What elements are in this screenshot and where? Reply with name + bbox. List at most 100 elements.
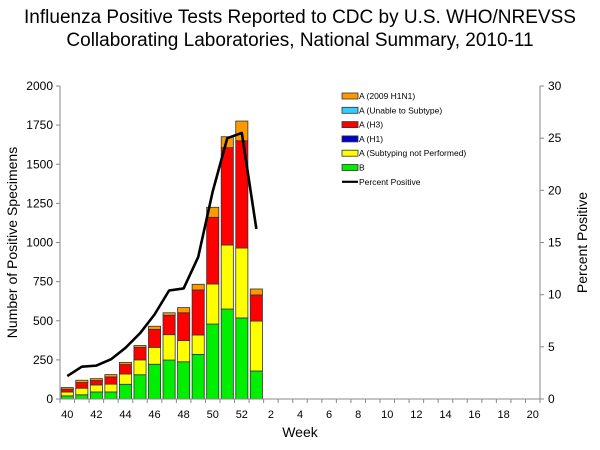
bar-segment-a-h3--wk49 bbox=[191, 289, 205, 336]
legend-label-a-h1: A (H1) bbox=[359, 134, 383, 144]
bar-segment-a-subtyping-not-performed--wk47 bbox=[162, 334, 176, 361]
x-axis-label: Week bbox=[282, 424, 319, 440]
y-tick-label: 0 bbox=[46, 392, 53, 406]
y-tick-label: 1000 bbox=[26, 236, 53, 250]
x-tick-label: 50 bbox=[207, 409, 219, 421]
y-tick-label: 2000 bbox=[26, 79, 53, 93]
x-tick-label: 4 bbox=[297, 409, 303, 421]
bar-segment-a-2009-h1n1--wk47 bbox=[162, 312, 176, 316]
chart-title: Influenza Positive Tests Reported to CDC… bbox=[0, 6, 600, 52]
bar-segment-b-wk1 bbox=[249, 370, 263, 400]
bar-segment-b-wk46 bbox=[148, 363, 162, 400]
bar-segment-a-h3--wk43 bbox=[104, 376, 118, 385]
bar-segment-a-subtyping-not-performed--wk42 bbox=[89, 384, 103, 393]
legend-label-a-subtyping-not-performed: A (Subtyping not Performed) bbox=[359, 148, 466, 158]
axes-group: 0250500750100012501500175020000510152025… bbox=[26, 79, 561, 421]
y-axis-label: Number of Positive Specimens bbox=[4, 147, 20, 338]
x-tick-label: 18 bbox=[498, 409, 510, 421]
bar-segment-a-subtyping-not-performed--wk52 bbox=[235, 247, 249, 319]
bar-segment-a-subtyping-not-performed--wk46 bbox=[148, 346, 162, 365]
y-tick-label: 1500 bbox=[26, 157, 53, 171]
y-tick-label: 250 bbox=[33, 353, 53, 367]
bar-segment-a-subtyping-not-performed--wk41 bbox=[75, 387, 89, 396]
y-tick-label: 750 bbox=[33, 275, 53, 289]
bar-segment-a-subtyping-not-performed--wk43 bbox=[104, 383, 118, 393]
legend-label-b: B bbox=[359, 163, 365, 173]
y2-tick-label: 5 bbox=[548, 340, 555, 354]
y2-tick-label: 20 bbox=[548, 183, 562, 197]
bar-segment-a-2009-h1n1--wk49 bbox=[191, 283, 205, 291]
y2-tick-label: 30 bbox=[548, 79, 562, 93]
bar-segment-a-subtyping-not-performed--wk48 bbox=[177, 340, 191, 363]
x-tick-label: 6 bbox=[326, 409, 332, 421]
bar-segment-a-h3--wk1 bbox=[249, 294, 263, 322]
bar-segment-a-2009-h1n1--wk42 bbox=[89, 378, 103, 381]
bar-segment-a-h3--wk45 bbox=[133, 346, 147, 361]
legend-label-a-2009-h1n1: A (2009 H1N1) bbox=[359, 91, 415, 101]
bar-segment-a-h3--wk47 bbox=[162, 314, 176, 336]
x-tick-label: 40 bbox=[61, 409, 73, 421]
legend-label-percent-positive: Percent Positive bbox=[359, 177, 421, 187]
chart-title-line-1: Influenza Positive Tests Reported to CDC… bbox=[24, 7, 576, 28]
bar-segment-a-subtyping-not-performed--wk44 bbox=[118, 373, 132, 385]
bar-segment-b-wk43 bbox=[104, 391, 118, 400]
bar-segment-a-2009-h1n1--wk1 bbox=[249, 288, 263, 296]
bar-segment-a-2009-h1n1--wk45 bbox=[133, 345, 147, 348]
bar-segment-a-2009-h1n1--wk40 bbox=[60, 387, 74, 390]
y-tick-label: 1750 bbox=[26, 118, 53, 132]
x-tick-label: 20 bbox=[527, 409, 539, 421]
legend-swatch-a-h3 bbox=[341, 121, 359, 128]
bar-segment-a-h3--wk46 bbox=[148, 328, 162, 348]
y2-tick-label: 0 bbox=[548, 392, 555, 406]
x-tick-label: 52 bbox=[236, 409, 248, 421]
y-tick-label: 500 bbox=[33, 314, 53, 328]
y2-tick-label: 15 bbox=[548, 236, 562, 250]
x-tick-label: 2 bbox=[268, 409, 274, 421]
bar-segment-a-subtyping-not-performed--wk49 bbox=[191, 334, 205, 355]
bar-segment-b-wk47 bbox=[162, 359, 176, 400]
bar-segment-a-h3--wk48 bbox=[177, 312, 191, 342]
bars-group bbox=[60, 120, 263, 400]
x-tick-label: 12 bbox=[410, 409, 422, 421]
legend-swatch-b bbox=[341, 164, 359, 171]
bar-segment-a-subtyping-not-performed--wk50 bbox=[206, 283, 220, 325]
chart-title-line-2: Collaborating Laboratories, National Sum… bbox=[66, 30, 534, 51]
bar-segment-b-wk51 bbox=[220, 308, 234, 400]
bar-segment-b-wk41 bbox=[75, 394, 89, 400]
bar-segment-a-subtyping-not-performed--wk1 bbox=[249, 320, 263, 372]
bar-segment-a-subtyping-not-performed--wk40 bbox=[60, 391, 74, 397]
bar-segment-b-wk49 bbox=[191, 353, 205, 400]
x-tick-label: 8 bbox=[355, 409, 361, 421]
percent-positive-line bbox=[66, 131, 258, 378]
bar-segment-a-h3--wk50 bbox=[206, 216, 220, 285]
bar-segment-a-h3--wk40 bbox=[60, 388, 74, 393]
bar-segment-a-h3--wk41 bbox=[75, 382, 89, 389]
x-tick-label: 44 bbox=[119, 409, 131, 421]
legend-label-a-unable-to-subtype: A (Unable to Subtype) bbox=[359, 105, 442, 115]
x-tick-label: 42 bbox=[90, 409, 102, 421]
percent-positive-line-group bbox=[66, 131, 258, 378]
bar-segment-a-2009-h1n1--wk48 bbox=[177, 307, 191, 314]
bar-segment-b-wk45 bbox=[133, 374, 147, 400]
legend: A (2009 H1N1) A (Unable to Subtype) A (H3)… bbox=[341, 91, 466, 187]
bar-segment-b-wk48 bbox=[177, 361, 191, 400]
bar-segment-a-2009-h1n1--wk43 bbox=[104, 374, 118, 378]
x-tick-label: 46 bbox=[148, 409, 160, 421]
bar-segment-a-2009-h1n1--wk41 bbox=[75, 379, 89, 383]
bar-segment-a-h3--wk42 bbox=[89, 380, 103, 386]
legend-swatch-a-2009-h1n1 bbox=[341, 92, 359, 100]
bar-segment-a-2009-h1n1--wk46 bbox=[148, 325, 162, 330]
y2-axis-label: Percent Positive bbox=[574, 192, 590, 293]
legend-swatch-a-unable-to-subtype bbox=[341, 106, 359, 114]
bar-segment-a-subtyping-not-performed--wk45 bbox=[133, 359, 147, 376]
y2-tick-label: 25 bbox=[548, 131, 562, 145]
bar-segment-a-2009-h1n1--wk50 bbox=[206, 206, 220, 218]
bar-segment-a-subtyping-not-performed--wk51 bbox=[220, 244, 234, 310]
x-tick-label: 48 bbox=[178, 409, 190, 421]
y-tick-label: 1250 bbox=[26, 196, 53, 210]
x-tick-label: 16 bbox=[468, 409, 480, 421]
x-tick-label: 10 bbox=[381, 409, 393, 421]
y2-tick-label: 10 bbox=[548, 288, 562, 302]
x-tick-label: 14 bbox=[439, 409, 451, 421]
